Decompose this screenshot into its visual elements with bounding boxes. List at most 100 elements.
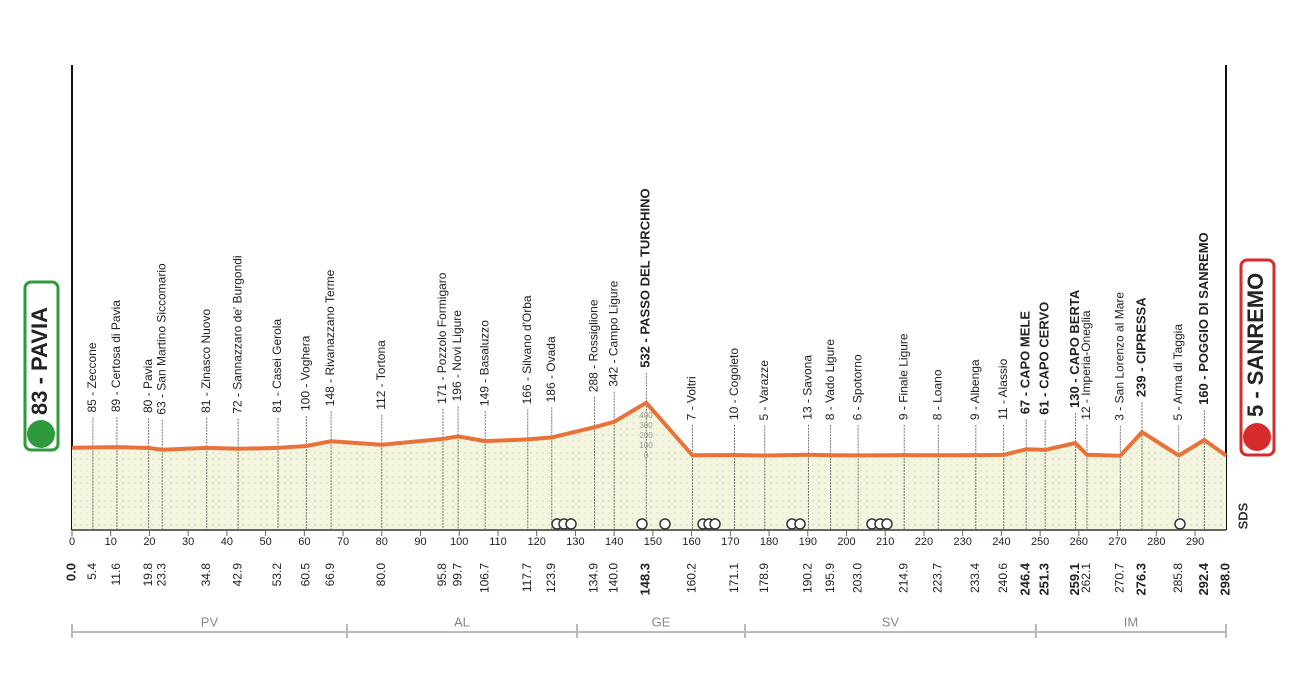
start-icon: [27, 420, 55, 448]
x-tick-label: 220: [915, 536, 933, 548]
y-tick-label: 100: [639, 441, 653, 450]
start-badge: [23, 280, 60, 452]
x-tick-label: 0: [69, 536, 75, 548]
waypoint-label: 149 - Basaluzzo: [477, 320, 491, 406]
finish-icon: [1243, 423, 1271, 451]
x-tick-label: 120: [528, 536, 546, 548]
waypoint-label: 196 - Novi Ligure: [450, 310, 464, 402]
x-tick-label: 180: [760, 536, 778, 548]
icon: [881, 518, 893, 530]
km-label: 190.2: [801, 563, 815, 593]
logo: SDS: [1235, 502, 1250, 529]
icon: [794, 518, 806, 530]
province-label: SV: [882, 614, 900, 629]
x-tick-label: 40: [221, 536, 233, 548]
x-tick-label: 250: [1031, 536, 1049, 548]
km-label: 276.3: [1133, 563, 1148, 596]
profile-line: [71, 400, 1228, 458]
waypoint-label: 9 - Finale Ligure: [896, 333, 910, 420]
waypoint-label: 8 - Loano: [930, 369, 944, 420]
km-label: 195.9: [823, 563, 837, 593]
waypoint-label: 160 - POGGIO DI SANREMO: [1196, 232, 1211, 405]
km-label: 42.9: [230, 563, 244, 587]
waypoint-label: 532 - PASSO DEL TURCHINO: [638, 188, 653, 367]
x-tick-label: 100: [450, 536, 468, 548]
waypoint-label: 148 - Rivanazzano Terme: [323, 269, 337, 406]
waypoint-label: 8 - Vado Ligure: [823, 339, 837, 420]
icon: [1174, 518, 1186, 530]
waypoint-label: 130 - CAPO BERTA: [1067, 289, 1082, 408]
profile-dots: [72, 402, 1226, 530]
km-label: 285.8: [1171, 563, 1185, 593]
x-tick-label: 10: [105, 536, 117, 548]
x-tick-label: 170: [721, 536, 739, 548]
km-label: 292.4: [1196, 562, 1211, 595]
km-label: 246.4: [1018, 562, 1033, 595]
km-label: 251.3: [1037, 563, 1052, 596]
waypoint-label: 342 - Campo Ligure: [606, 280, 620, 386]
waypoint-label: 5 - Varazze: [757, 360, 771, 421]
waypoint-label: 81 - Casei Gerola: [270, 319, 284, 413]
km-label: 11.6: [109, 563, 123, 586]
waypoint-label: 100 - Voghera: [298, 335, 312, 411]
km-label: 214.9: [896, 563, 910, 593]
km-label: 203.0: [850, 563, 864, 593]
x-tick-label: 260: [1070, 536, 1088, 548]
main-layer: 85 - Zeccone 5.4 89 - Certosa di Pavia 11.6…: [63, 188, 1232, 638]
km-label: 66.9: [323, 563, 337, 587]
waypoint-label: 67 - CAPO MELE: [1018, 311, 1033, 415]
km-label: 223.7: [930, 563, 944, 593]
icon: [565, 518, 577, 530]
waypoint-label: 9 - Albenga: [968, 359, 982, 420]
y-tick-label: 0: [644, 451, 649, 460]
x-tick-label: 190: [799, 536, 817, 548]
waypoint-label: 61 - CAPO CERVO: [1037, 302, 1052, 415]
km-label: 80.0: [374, 563, 388, 587]
km-label: 5.4: [85, 563, 99, 580]
y-tick-label: 200: [639, 431, 653, 440]
area-layer: [72, 402, 1226, 530]
x-tick-label: 110: [489, 536, 507, 548]
icon: [636, 518, 648, 530]
waypoint-label: 5 - Arma di Taggia: [1171, 324, 1185, 421]
km-label: 60.5: [298, 563, 312, 587]
waypoint-label: 72 - Sannazzaro de' Burgondi: [230, 255, 244, 413]
waypoint-label: 112 - Tortona: [374, 340, 388, 410]
finish-label: 5 - SANREMO: [1243, 273, 1268, 417]
km-label: 95.8: [435, 563, 449, 587]
waypoint-label: 6 - Spotorno: [850, 354, 864, 420]
waypoint-label: 13 - Savona: [801, 355, 815, 420]
km-label: 298.0: [1217, 563, 1232, 596]
km-label: 23.3: [154, 563, 168, 587]
waypoint-label: 7 - Voltri: [685, 376, 699, 420]
x-tick-label: 200: [837, 536, 855, 548]
km-label: 53.2: [270, 563, 284, 587]
y-tick-label: 400: [639, 411, 653, 420]
x-tick-label: 290: [1186, 536, 1204, 548]
km-label: 178.9: [757, 563, 771, 593]
x-tick-label: 230: [953, 536, 971, 548]
x-tick-label: 160: [682, 536, 700, 548]
start-label: 83 - PAVIA: [27, 307, 52, 415]
x-tick-label: 240: [992, 536, 1010, 548]
km-label: 148.3: [638, 563, 653, 596]
waypoint-label: 288 - Rossiglione: [587, 299, 601, 392]
km-label: 262.1: [1079, 563, 1093, 593]
km-label: 259.1: [1067, 563, 1082, 596]
x-tick-label: 270: [1108, 536, 1126, 548]
waypoint-label: 12 - Imperia-Oneglia: [1079, 310, 1093, 420]
waypoint-label: 166 - Silvano d'Orba: [520, 295, 534, 404]
km-label: 106.7: [477, 563, 491, 593]
waypoint-label: 80 - Pavia: [141, 359, 155, 413]
waypoint-label: 3 - San Lorenzo al Mare: [1112, 292, 1126, 421]
x-tick-label: 90: [414, 536, 426, 548]
waypoint-label: 63 - San Martino Siccomario: [154, 263, 168, 415]
x-tick-label: 210: [876, 536, 894, 548]
province-label: IM: [1124, 614, 1138, 629]
province-label: AL: [454, 614, 470, 629]
x-tick-label: 130: [566, 536, 584, 548]
km-label: 0.0: [63, 563, 78, 581]
waypoint-label: 186 - Ovada: [544, 336, 558, 402]
province-label: GE: [652, 614, 671, 629]
waypoint-label: 239 - CIPRESSA: [1133, 297, 1148, 397]
